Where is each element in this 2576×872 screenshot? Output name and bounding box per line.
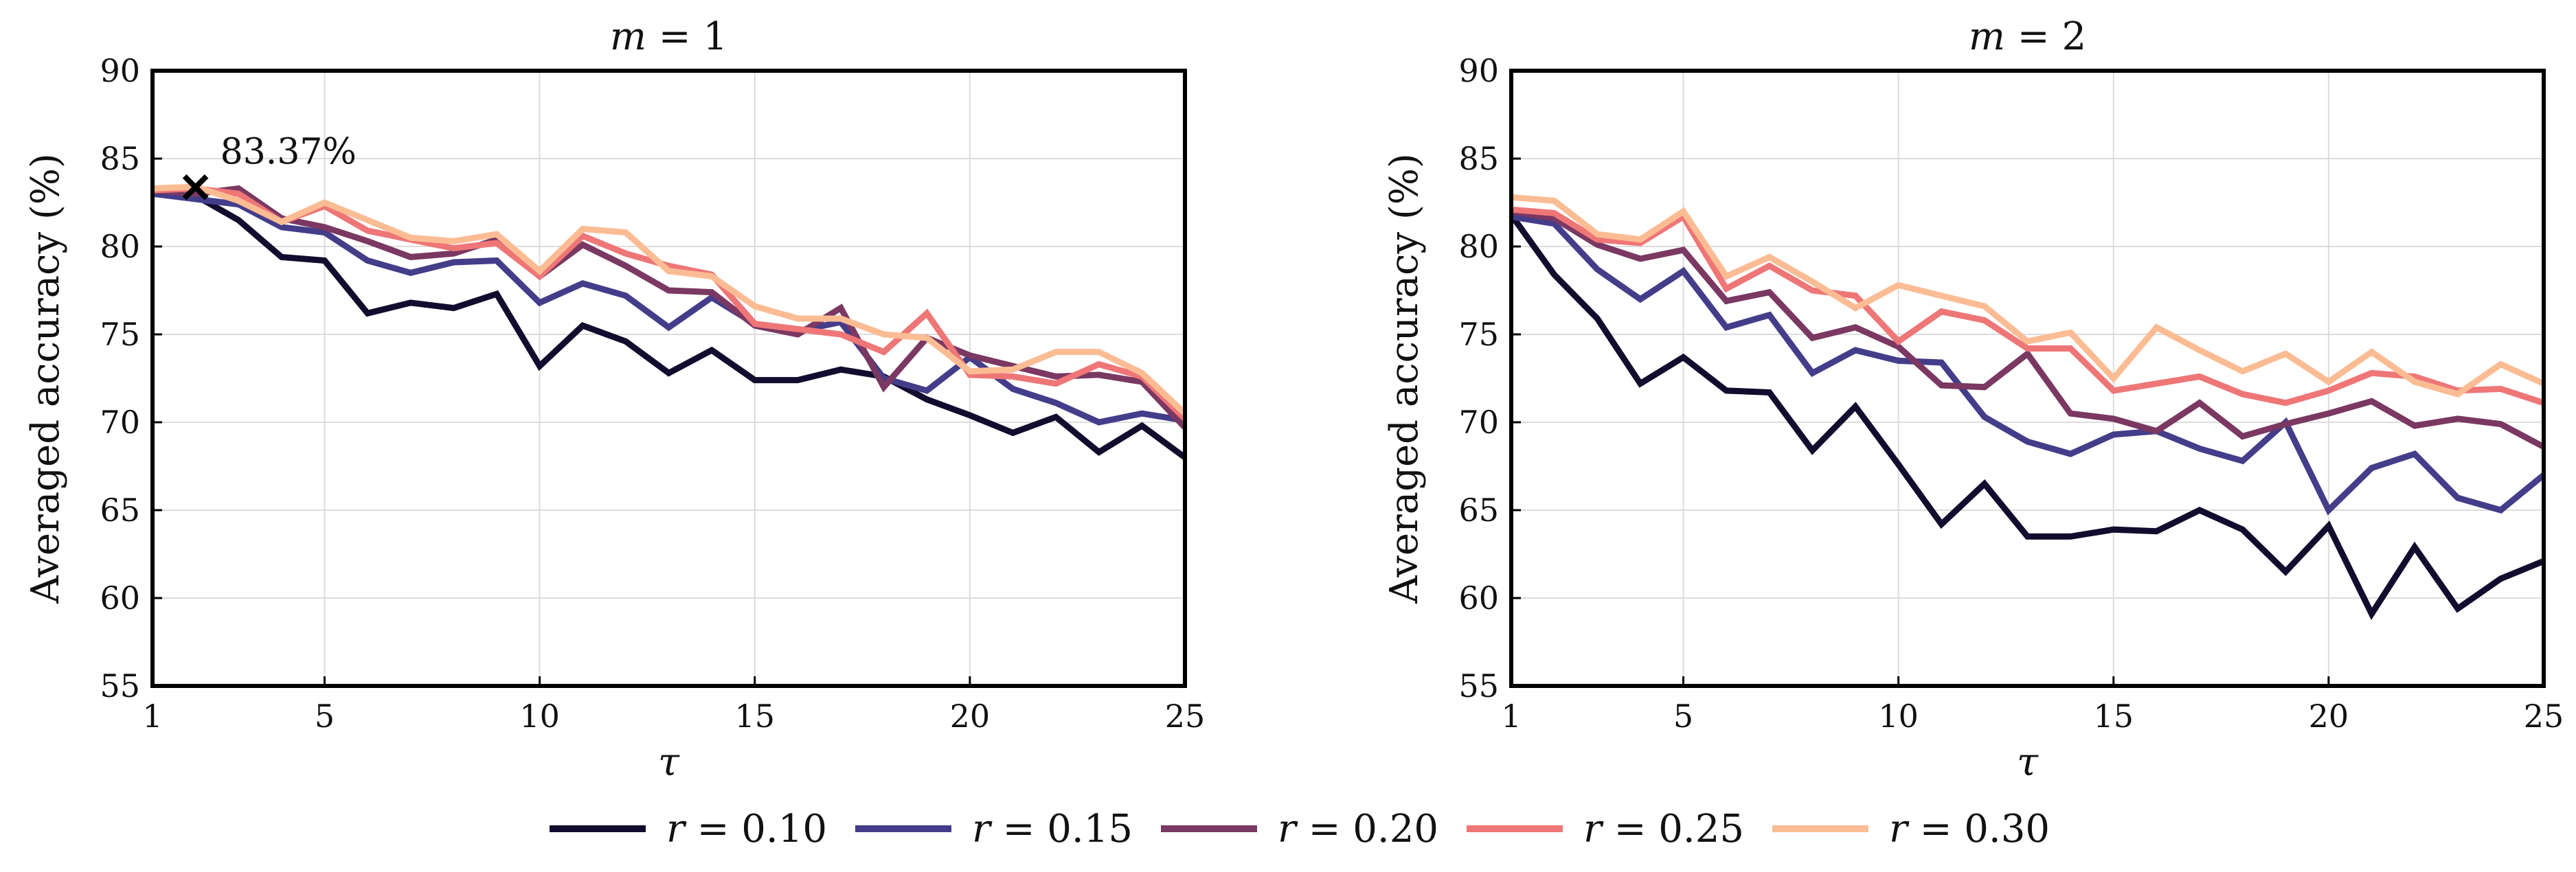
y-tick-label: 75 [1458,316,1499,353]
x-tick-label: 10 [519,698,560,735]
y-tick-label: 70 [100,404,140,441]
y-tick-label: 85 [100,140,140,177]
y-tick-label: 60 [1458,580,1499,617]
y-tick-label: 55 [1458,667,1499,704]
axes-frame [1509,69,2546,688]
x-tick-label: 20 [950,698,991,735]
y-tick-label: 90 [100,52,140,89]
y-axis-label: Averaged accuracy (%) [1382,153,1427,604]
x-tick-label: 10 [1878,698,1919,735]
series-line-0.15 [1511,214,2546,516]
y-tick-label: 65 [1458,492,1499,529]
x-tick-label: 15 [734,698,775,735]
legend-label: r = 0.25 [1583,807,1744,851]
series-line-0.25 [1511,206,2545,406]
y-tick-label: 80 [1458,228,1499,265]
axes-frame [150,69,1187,688]
series-line-0.20 [1511,208,2546,450]
x-axis-label: τ [658,740,680,785]
x-tick-label: 1 [1501,698,1521,735]
legend: r = 0.10 r = 0.15 r = 0.20 r = 0.25 r = 0.30 [550,807,2050,851]
y-tick-label: 70 [1458,404,1499,441]
series-line-0.10 [1509,213,2545,621]
y-tick-label: 85 [1458,140,1499,177]
chart-title: m = 2 [1969,14,2086,59]
y-tick-label: 60 [100,580,140,617]
legend-label: r = 0.20 [1278,807,1438,851]
y-tick-label: 65 [100,492,140,529]
series-line-0.30 [152,183,1188,416]
x-tick-label: 5 [315,698,335,735]
legend-label: r = 0.30 [1889,807,2050,851]
series-line-0.10 [152,190,1187,460]
y-axis-label: Averaged accuracy (%) [23,153,68,604]
x-tick-label: 25 [1165,698,1206,735]
series-line-0.30 [1511,194,2545,398]
y-tick-label: 80 [100,228,140,265]
x-tick-label: 25 [2524,698,2564,735]
y-tick-label: 75 [100,316,140,353]
series-line-0.15 [152,190,1186,426]
legend-label: r = 0.10 [666,807,827,851]
y-tick-label: 55 [100,667,140,704]
x-axis-label: τ [2017,740,2039,785]
x-tick-label: 1 [142,698,162,735]
series-line-0.25 [152,185,1188,422]
series-line-0.20 [152,185,1188,430]
annotation-marker [182,174,209,200]
x-tick-label: 15 [2093,698,2134,735]
chart-title: m = 1 [610,14,727,59]
y-tick-label: 90 [1458,52,1499,89]
annotation-label: 83.37% [221,132,357,173]
x-tick-label: 5 [1673,698,1693,735]
legend-label: r = 0.15 [972,807,1133,851]
x-tick-label: 20 [2309,698,2349,735]
